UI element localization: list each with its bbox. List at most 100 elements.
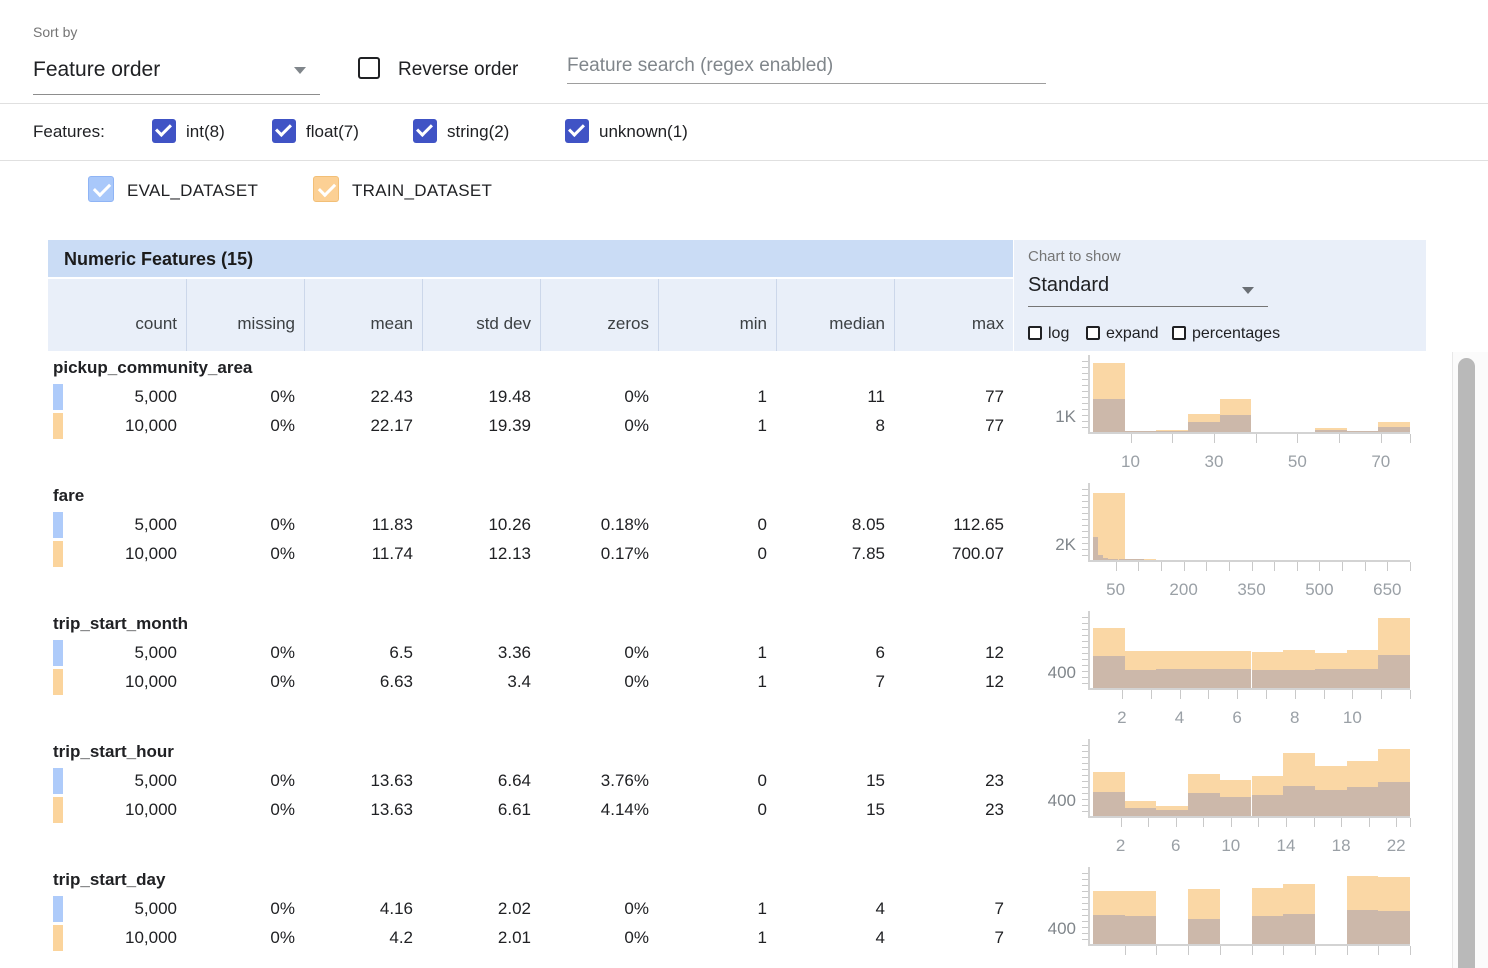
stat-cell: 7 (994, 928, 1004, 947)
x-axis-tick (1339, 434, 1341, 443)
y-axis-tick (1082, 775, 1088, 776)
histogram-bar-eval_dataset (1093, 792, 1125, 816)
x-axis-tick (1319, 562, 1321, 571)
stat-cell: 4.14% (600, 800, 649, 819)
reverse-order-checkbox[interactable] (358, 57, 380, 79)
y-axis-tick (1082, 617, 1088, 618)
sort-by-label: Sort by (33, 24, 78, 40)
histogram-bar-eval_dataset (1156, 669, 1189, 688)
sort-by-underline (33, 94, 320, 95)
x-axis-tick (1175, 818, 1177, 827)
y-axis-tick (1082, 519, 1088, 520)
chart-controls-panel: Chart to show Standard log expand percenta… (1014, 240, 1426, 351)
stat-cell: 0% (270, 899, 295, 918)
x-axis-tick (1214, 434, 1215, 443)
feature-search-input[interactable] (567, 55, 1046, 84)
chart-option-checkbox-expand[interactable] (1086, 326, 1100, 340)
x-tick-label: 50 (1106, 580, 1126, 599)
histogram-bar-eval_dataset (1314, 790, 1347, 816)
sort-by-dropdown-arrow-icon[interactable] (294, 67, 306, 74)
stat-cell: 22.17 (370, 416, 413, 435)
x-axis (1088, 560, 1410, 562)
dataset-checkbox-train_dataset[interactable] (313, 176, 339, 202)
x-axis-tick (1179, 690, 1181, 699)
x-axis-tick (1251, 946, 1253, 955)
y-axis (1088, 867, 1090, 944)
x-axis-tick (1387, 562, 1389, 571)
feature-type-checkbox-string[interactable] (413, 119, 437, 143)
stat-cell: 10,000 (125, 544, 177, 563)
feature-name: fare (53, 486, 85, 505)
feature-type-checkbox-unknown[interactable] (565, 119, 589, 143)
x-axis-tick (1251, 562, 1253, 571)
stat-cell: 7 (994, 899, 1004, 918)
x-axis-tick (1296, 562, 1298, 571)
stat-cell: 12 (985, 672, 1004, 691)
checkmark-icon (568, 120, 585, 137)
stat-cell: 6 (875, 643, 885, 662)
stat-cell: 2.02 (497, 899, 531, 918)
y-axis-tick (1082, 939, 1088, 940)
chart-option-checkbox-percentages[interactable] (1172, 326, 1186, 340)
x-axis-tick (1410, 690, 1411, 699)
dataset-swatch-eval_dataset (53, 384, 63, 410)
checkmark-icon (92, 178, 112, 198)
y-axis-tick (1082, 677, 1088, 678)
chart-option-checkbox-log[interactable] (1028, 326, 1042, 340)
histogram-bar-eval_dataset (1346, 787, 1379, 816)
feature-type-checkbox-float[interactable] (272, 119, 296, 143)
y-axis-tick (1082, 787, 1088, 788)
stat-cell: 0% (624, 928, 649, 947)
histogram-bar-eval_dataset (1251, 795, 1284, 816)
x-axis-tick (1341, 818, 1343, 827)
histogram-bar-eval_dataset (1188, 422, 1220, 432)
y-axis (1088, 355, 1090, 432)
x-axis-tick (1172, 434, 1174, 443)
y-axis-tick (1082, 879, 1088, 880)
histogram-bar-eval_dataset (1346, 669, 1379, 688)
y-axis-tick (1082, 811, 1088, 812)
y-axis-tick (1082, 537, 1088, 538)
stat-cell: 0% (624, 387, 649, 406)
chart-type-dropdown[interactable]: Standard (1028, 274, 1110, 296)
histogram-bar-eval_dataset (1093, 536, 1099, 560)
y-axis-tick (1082, 379, 1088, 380)
dataset-checkbox-eval_dataset[interactable] (88, 176, 114, 202)
histogram-bar-eval_dataset (1128, 559, 1134, 560)
y-axis-tick (1082, 671, 1088, 672)
histogram-bar-eval_dataset (1378, 910, 1410, 944)
histogram-bar-eval_dataset (1378, 427, 1410, 432)
y-axis-tick (1082, 385, 1088, 386)
x-axis-tick (1314, 946, 1316, 955)
stat-cell: 11.83 (371, 515, 413, 534)
stat-cell: 0% (270, 544, 295, 563)
feature-name: trip_start_month (53, 614, 189, 633)
histogram-bar-eval_dataset (1124, 431, 1157, 432)
x-axis-tick (1258, 818, 1260, 827)
x-tick-label: 10 (1121, 452, 1140, 471)
stat-cell: 0 (757, 515, 767, 534)
x-axis-tick (1160, 562, 1162, 571)
stat-cell: 3.36 (497, 643, 531, 662)
column-header-max: max (971, 314, 1004, 333)
scrollbar-thumb[interactable] (1458, 358, 1475, 968)
feature-type-checkbox-int[interactable] (152, 119, 176, 143)
y-axis-tick (1082, 891, 1088, 892)
x-axis (1088, 816, 1410, 818)
feature-type-label: string(2) (447, 122, 510, 141)
y-axis-tick (1082, 397, 1088, 398)
stat-cell: 0% (270, 928, 295, 947)
histogram-bar-eval_dataset (1283, 785, 1315, 816)
x-axis (1088, 944, 1410, 946)
x-axis-tick (1208, 690, 1210, 699)
histogram-bar-eval_dataset (1124, 670, 1157, 688)
y-axis-tick (1082, 513, 1088, 514)
stat-cell: 19.48 (488, 387, 531, 406)
x-axis-tick (1364, 562, 1366, 571)
y-axis-tick (1082, 635, 1088, 636)
y-axis-tick (1082, 549, 1088, 550)
x-axis-tick (1130, 434, 1132, 443)
chart-type-dropdown-arrow-icon[interactable] (1242, 287, 1254, 294)
sort-by-dropdown[interactable]: Feature order (33, 58, 161, 81)
